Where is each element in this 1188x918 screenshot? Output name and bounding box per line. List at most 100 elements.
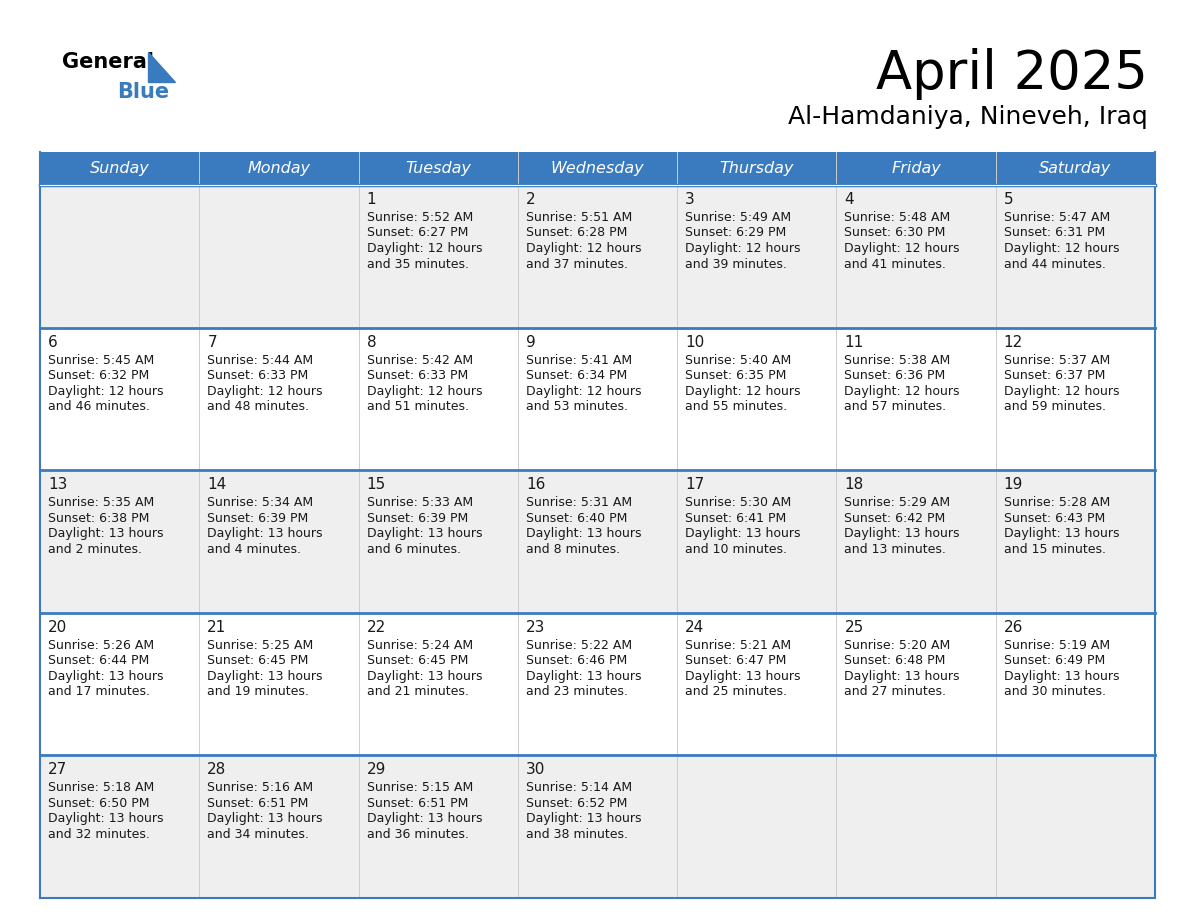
Text: Daylight: 12 hours: Daylight: 12 hours — [845, 385, 960, 397]
Text: Daylight: 12 hours: Daylight: 12 hours — [48, 385, 164, 397]
Text: and 19 minutes.: and 19 minutes. — [207, 686, 309, 699]
Bar — [677, 185, 836, 328]
Text: 7: 7 — [207, 334, 217, 350]
Text: Daylight: 13 hours: Daylight: 13 hours — [685, 670, 801, 683]
Text: and 35 minutes.: and 35 minutes. — [367, 258, 468, 271]
Text: Sunrise: 5:48 AM: Sunrise: 5:48 AM — [845, 211, 950, 224]
Text: Daylight: 13 hours: Daylight: 13 hours — [685, 527, 801, 540]
Bar — [836, 185, 996, 328]
Text: 15: 15 — [367, 477, 386, 492]
Bar — [40, 328, 200, 470]
Text: 12: 12 — [1004, 334, 1023, 350]
Text: 5: 5 — [1004, 192, 1013, 207]
Text: Sunset: 6:48 PM: Sunset: 6:48 PM — [845, 655, 946, 667]
Bar — [518, 328, 677, 470]
Text: and 23 minutes.: and 23 minutes. — [526, 686, 627, 699]
Text: Daylight: 13 hours: Daylight: 13 hours — [48, 527, 164, 540]
Text: 24: 24 — [685, 620, 704, 635]
Bar — [359, 328, 518, 470]
Text: Friday: Friday — [891, 161, 941, 176]
Text: Sunrise: 5:22 AM: Sunrise: 5:22 AM — [526, 639, 632, 652]
Text: Sunset: 6:29 PM: Sunset: 6:29 PM — [685, 227, 786, 240]
Text: Sunset: 6:32 PM: Sunset: 6:32 PM — [48, 369, 150, 382]
Text: and 17 minutes.: and 17 minutes. — [48, 686, 150, 699]
Bar — [518, 152, 677, 185]
Text: Sunrise: 5:24 AM: Sunrise: 5:24 AM — [367, 639, 473, 652]
Text: Daylight: 12 hours: Daylight: 12 hours — [845, 242, 960, 255]
Text: Sunrise: 5:16 AM: Sunrise: 5:16 AM — [207, 781, 314, 794]
Text: Daylight: 13 hours: Daylight: 13 hours — [207, 670, 323, 683]
Text: 28: 28 — [207, 763, 227, 778]
Text: Sunrise: 5:34 AM: Sunrise: 5:34 AM — [207, 497, 314, 509]
Text: and 36 minutes.: and 36 minutes. — [367, 828, 468, 841]
Text: and 34 minutes.: and 34 minutes. — [207, 828, 309, 841]
Text: Daylight: 13 hours: Daylight: 13 hours — [48, 670, 164, 683]
Text: Saturday: Saturday — [1040, 161, 1112, 176]
Bar — [996, 152, 1155, 185]
Text: Daylight: 13 hours: Daylight: 13 hours — [367, 527, 482, 540]
Text: April 2025: April 2025 — [876, 48, 1148, 100]
Text: Sunrise: 5:26 AM: Sunrise: 5:26 AM — [48, 639, 154, 652]
Text: 19: 19 — [1004, 477, 1023, 492]
Text: and 39 minutes.: and 39 minutes. — [685, 258, 786, 271]
Bar — [996, 756, 1155, 898]
Text: Sunset: 6:30 PM: Sunset: 6:30 PM — [845, 227, 946, 240]
Text: Sunset: 6:43 PM: Sunset: 6:43 PM — [1004, 511, 1105, 525]
Text: 13: 13 — [48, 477, 68, 492]
Text: 25: 25 — [845, 620, 864, 635]
Bar — [836, 152, 996, 185]
Text: and 13 minutes.: and 13 minutes. — [845, 543, 947, 555]
Bar — [996, 328, 1155, 470]
Text: 8: 8 — [367, 334, 377, 350]
Text: Sunrise: 5:49 AM: Sunrise: 5:49 AM — [685, 211, 791, 224]
Text: Daylight: 12 hours: Daylight: 12 hours — [685, 242, 801, 255]
Bar — [677, 328, 836, 470]
Text: 23: 23 — [526, 620, 545, 635]
Text: Daylight: 13 hours: Daylight: 13 hours — [207, 812, 323, 825]
Bar — [996, 470, 1155, 613]
Text: 16: 16 — [526, 477, 545, 492]
Text: Sunrise: 5:25 AM: Sunrise: 5:25 AM — [207, 639, 314, 652]
Text: 20: 20 — [48, 620, 68, 635]
Text: Monday: Monday — [247, 161, 310, 176]
Bar — [40, 185, 200, 328]
Text: Sunrise: 5:28 AM: Sunrise: 5:28 AM — [1004, 497, 1110, 509]
Text: Sunrise: 5:19 AM: Sunrise: 5:19 AM — [1004, 639, 1110, 652]
Bar — [200, 152, 359, 185]
Text: Sunset: 6:35 PM: Sunset: 6:35 PM — [685, 369, 786, 382]
Text: Sunset: 6:41 PM: Sunset: 6:41 PM — [685, 511, 786, 525]
Text: and 48 minutes.: and 48 minutes. — [207, 400, 309, 413]
Text: Sunrise: 5:35 AM: Sunrise: 5:35 AM — [48, 497, 154, 509]
Text: and 53 minutes.: and 53 minutes. — [526, 400, 627, 413]
Text: Sunrise: 5:33 AM: Sunrise: 5:33 AM — [367, 497, 473, 509]
Bar — [518, 613, 677, 756]
Text: and 44 minutes.: and 44 minutes. — [1004, 258, 1106, 271]
Text: Daylight: 13 hours: Daylight: 13 hours — [48, 812, 164, 825]
Bar — [200, 470, 359, 613]
Text: and 59 minutes.: and 59 minutes. — [1004, 400, 1106, 413]
Text: Sunrise: 5:42 AM: Sunrise: 5:42 AM — [367, 353, 473, 366]
Text: Tuesday: Tuesday — [405, 161, 472, 176]
Text: Sunset: 6:49 PM: Sunset: 6:49 PM — [1004, 655, 1105, 667]
Text: and 2 minutes.: and 2 minutes. — [48, 543, 143, 555]
Polygon shape — [148, 52, 175, 82]
Text: 11: 11 — [845, 334, 864, 350]
Text: 4: 4 — [845, 192, 854, 207]
Text: Sunset: 6:40 PM: Sunset: 6:40 PM — [526, 511, 627, 525]
Text: Daylight: 12 hours: Daylight: 12 hours — [1004, 242, 1119, 255]
Text: Sunrise: 5:52 AM: Sunrise: 5:52 AM — [367, 211, 473, 224]
Text: and 38 minutes.: and 38 minutes. — [526, 828, 627, 841]
Text: Sunset: 6:42 PM: Sunset: 6:42 PM — [845, 511, 946, 525]
Text: Sunrise: 5:30 AM: Sunrise: 5:30 AM — [685, 497, 791, 509]
Text: Sunset: 6:39 PM: Sunset: 6:39 PM — [207, 511, 309, 525]
Bar — [677, 152, 836, 185]
Text: Sunrise: 5:47 AM: Sunrise: 5:47 AM — [1004, 211, 1110, 224]
Bar — [677, 756, 836, 898]
Text: 10: 10 — [685, 334, 704, 350]
Text: 6: 6 — [48, 334, 58, 350]
Bar — [836, 470, 996, 613]
Bar — [359, 152, 518, 185]
Text: Sunset: 6:51 PM: Sunset: 6:51 PM — [367, 797, 468, 810]
Text: and 41 minutes.: and 41 minutes. — [845, 258, 947, 271]
Text: Daylight: 13 hours: Daylight: 13 hours — [367, 812, 482, 825]
